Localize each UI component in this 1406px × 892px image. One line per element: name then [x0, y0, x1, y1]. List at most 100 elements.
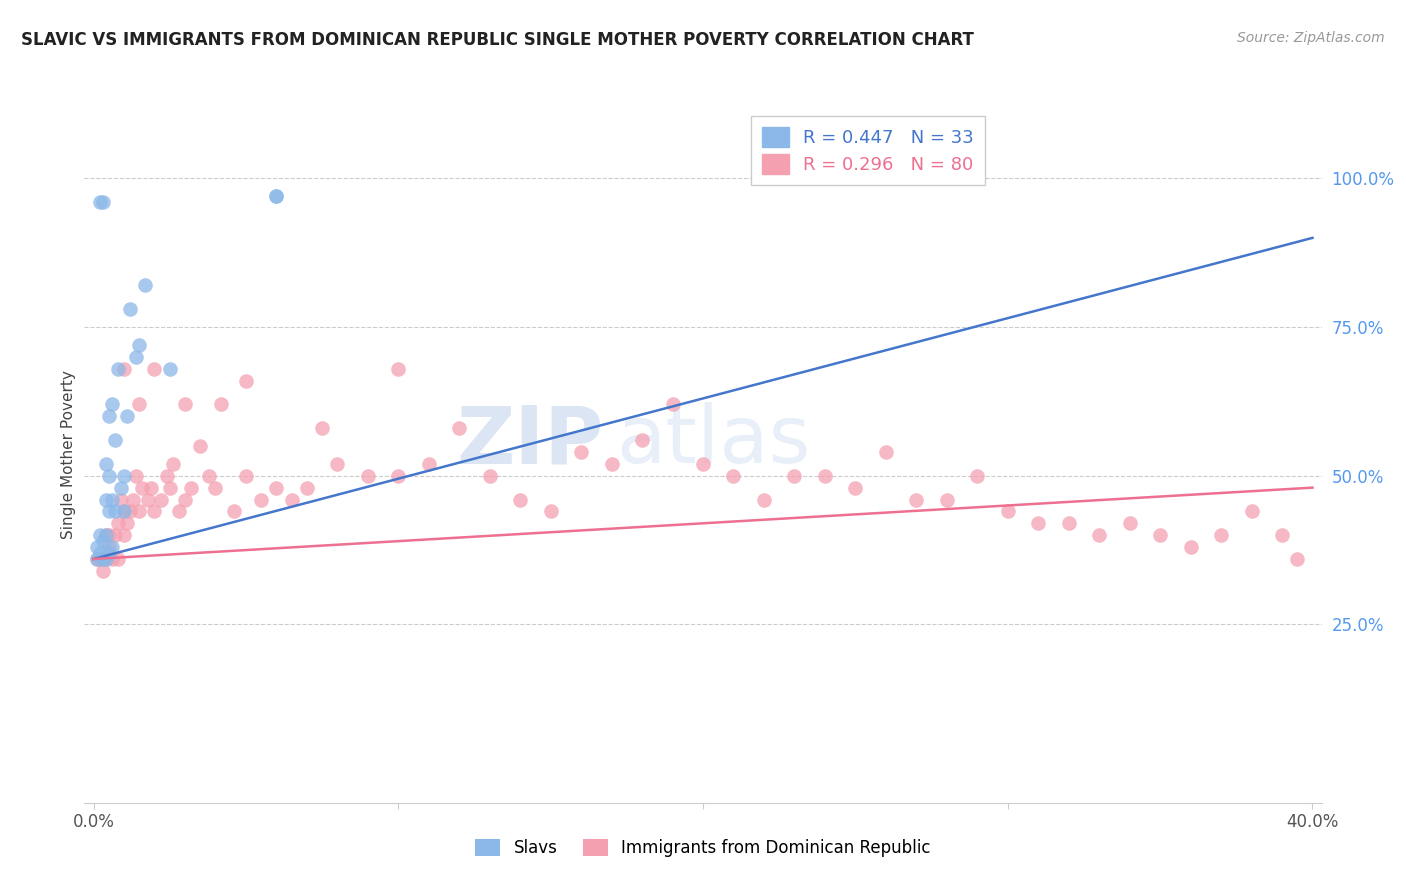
Text: atlas: atlas: [616, 402, 811, 480]
Point: [326, 457, 349, 471]
Point: [783, 468, 806, 483]
Point: [235, 374, 257, 388]
Legend: Slavs, Immigrants from Dominican Republic: Slavs, Immigrants from Dominican Republi…: [468, 832, 938, 864]
Point: [143, 361, 166, 376]
Point: [112, 504, 135, 518]
Point: [266, 189, 288, 203]
Point: [1271, 528, 1294, 542]
Point: [509, 492, 531, 507]
Point: [89, 528, 111, 542]
Point: [966, 468, 988, 483]
Point: [149, 492, 172, 507]
Point: [101, 540, 124, 554]
Point: [86, 552, 108, 566]
Point: [97, 546, 120, 560]
Point: [198, 468, 221, 483]
Point: [104, 433, 127, 447]
Text: ZIP: ZIP: [457, 402, 605, 480]
Point: [1286, 552, 1309, 566]
Point: [266, 189, 288, 203]
Point: [94, 528, 117, 542]
Point: [107, 552, 129, 566]
Y-axis label: Single Mother Poverty: Single Mother Poverty: [60, 370, 76, 540]
Point: [167, 504, 190, 518]
Point: [131, 481, 153, 495]
Point: [1088, 528, 1111, 542]
Point: [204, 481, 226, 495]
Point: [387, 361, 409, 376]
Point: [540, 504, 562, 518]
Point: [110, 492, 132, 507]
Point: [357, 468, 380, 483]
Point: [107, 361, 129, 376]
Point: [266, 481, 288, 495]
Point: [112, 361, 135, 376]
Point: [97, 504, 120, 518]
Point: [174, 492, 197, 507]
Point: [449, 421, 471, 435]
Point: [97, 540, 120, 554]
Point: [188, 439, 211, 453]
Point: [875, 445, 897, 459]
Point: [159, 481, 181, 495]
Point: [1057, 516, 1080, 531]
Point: [250, 492, 273, 507]
Point: [125, 468, 148, 483]
Point: [569, 445, 592, 459]
Point: [235, 468, 257, 483]
Point: [997, 504, 1019, 518]
Point: [104, 528, 127, 542]
Point: [91, 195, 114, 210]
Point: [104, 504, 127, 518]
Text: SLAVIC VS IMMIGRANTS FROM DOMINICAN REPUBLIC SINGLE MOTHER POVERTY CORRELATION C: SLAVIC VS IMMIGRANTS FROM DOMINICAN REPU…: [21, 31, 974, 49]
Text: Source: ZipAtlas.com: Source: ZipAtlas.com: [1237, 31, 1385, 45]
Point: [478, 468, 501, 483]
Point: [1118, 516, 1140, 531]
Point: [91, 534, 114, 549]
Point: [1149, 528, 1171, 542]
Point: [134, 278, 156, 293]
Point: [91, 564, 114, 578]
Point: [94, 457, 117, 471]
Point: [692, 457, 714, 471]
Point: [89, 546, 111, 560]
Point: [180, 481, 202, 495]
Point: [905, 492, 928, 507]
Point: [128, 397, 150, 411]
Point: [97, 468, 120, 483]
Point: [115, 516, 138, 531]
Point: [101, 492, 124, 507]
Point: [631, 433, 654, 447]
Point: [120, 302, 142, 317]
Point: [1180, 540, 1202, 554]
Point: [935, 492, 957, 507]
Point: [162, 457, 184, 471]
Point: [110, 481, 132, 495]
Point: [91, 552, 114, 566]
Point: [115, 409, 138, 424]
Point: [752, 492, 775, 507]
Point: [94, 552, 117, 566]
Point: [844, 481, 866, 495]
Point: [174, 397, 197, 411]
Point: [112, 504, 135, 518]
Point: [128, 504, 150, 518]
Point: [295, 481, 318, 495]
Point: [311, 421, 333, 435]
Point: [1209, 528, 1232, 542]
Point: [112, 468, 135, 483]
Point: [122, 492, 145, 507]
Point: [94, 528, 117, 542]
Point: [600, 457, 623, 471]
Point: [661, 397, 683, 411]
Point: [814, 468, 837, 483]
Point: [97, 528, 120, 542]
Point: [97, 409, 120, 424]
Point: [94, 552, 117, 566]
Point: [723, 468, 745, 483]
Point: [125, 350, 148, 364]
Point: [141, 481, 163, 495]
Point: [86, 552, 108, 566]
Point: [120, 504, 142, 518]
Point: [387, 468, 409, 483]
